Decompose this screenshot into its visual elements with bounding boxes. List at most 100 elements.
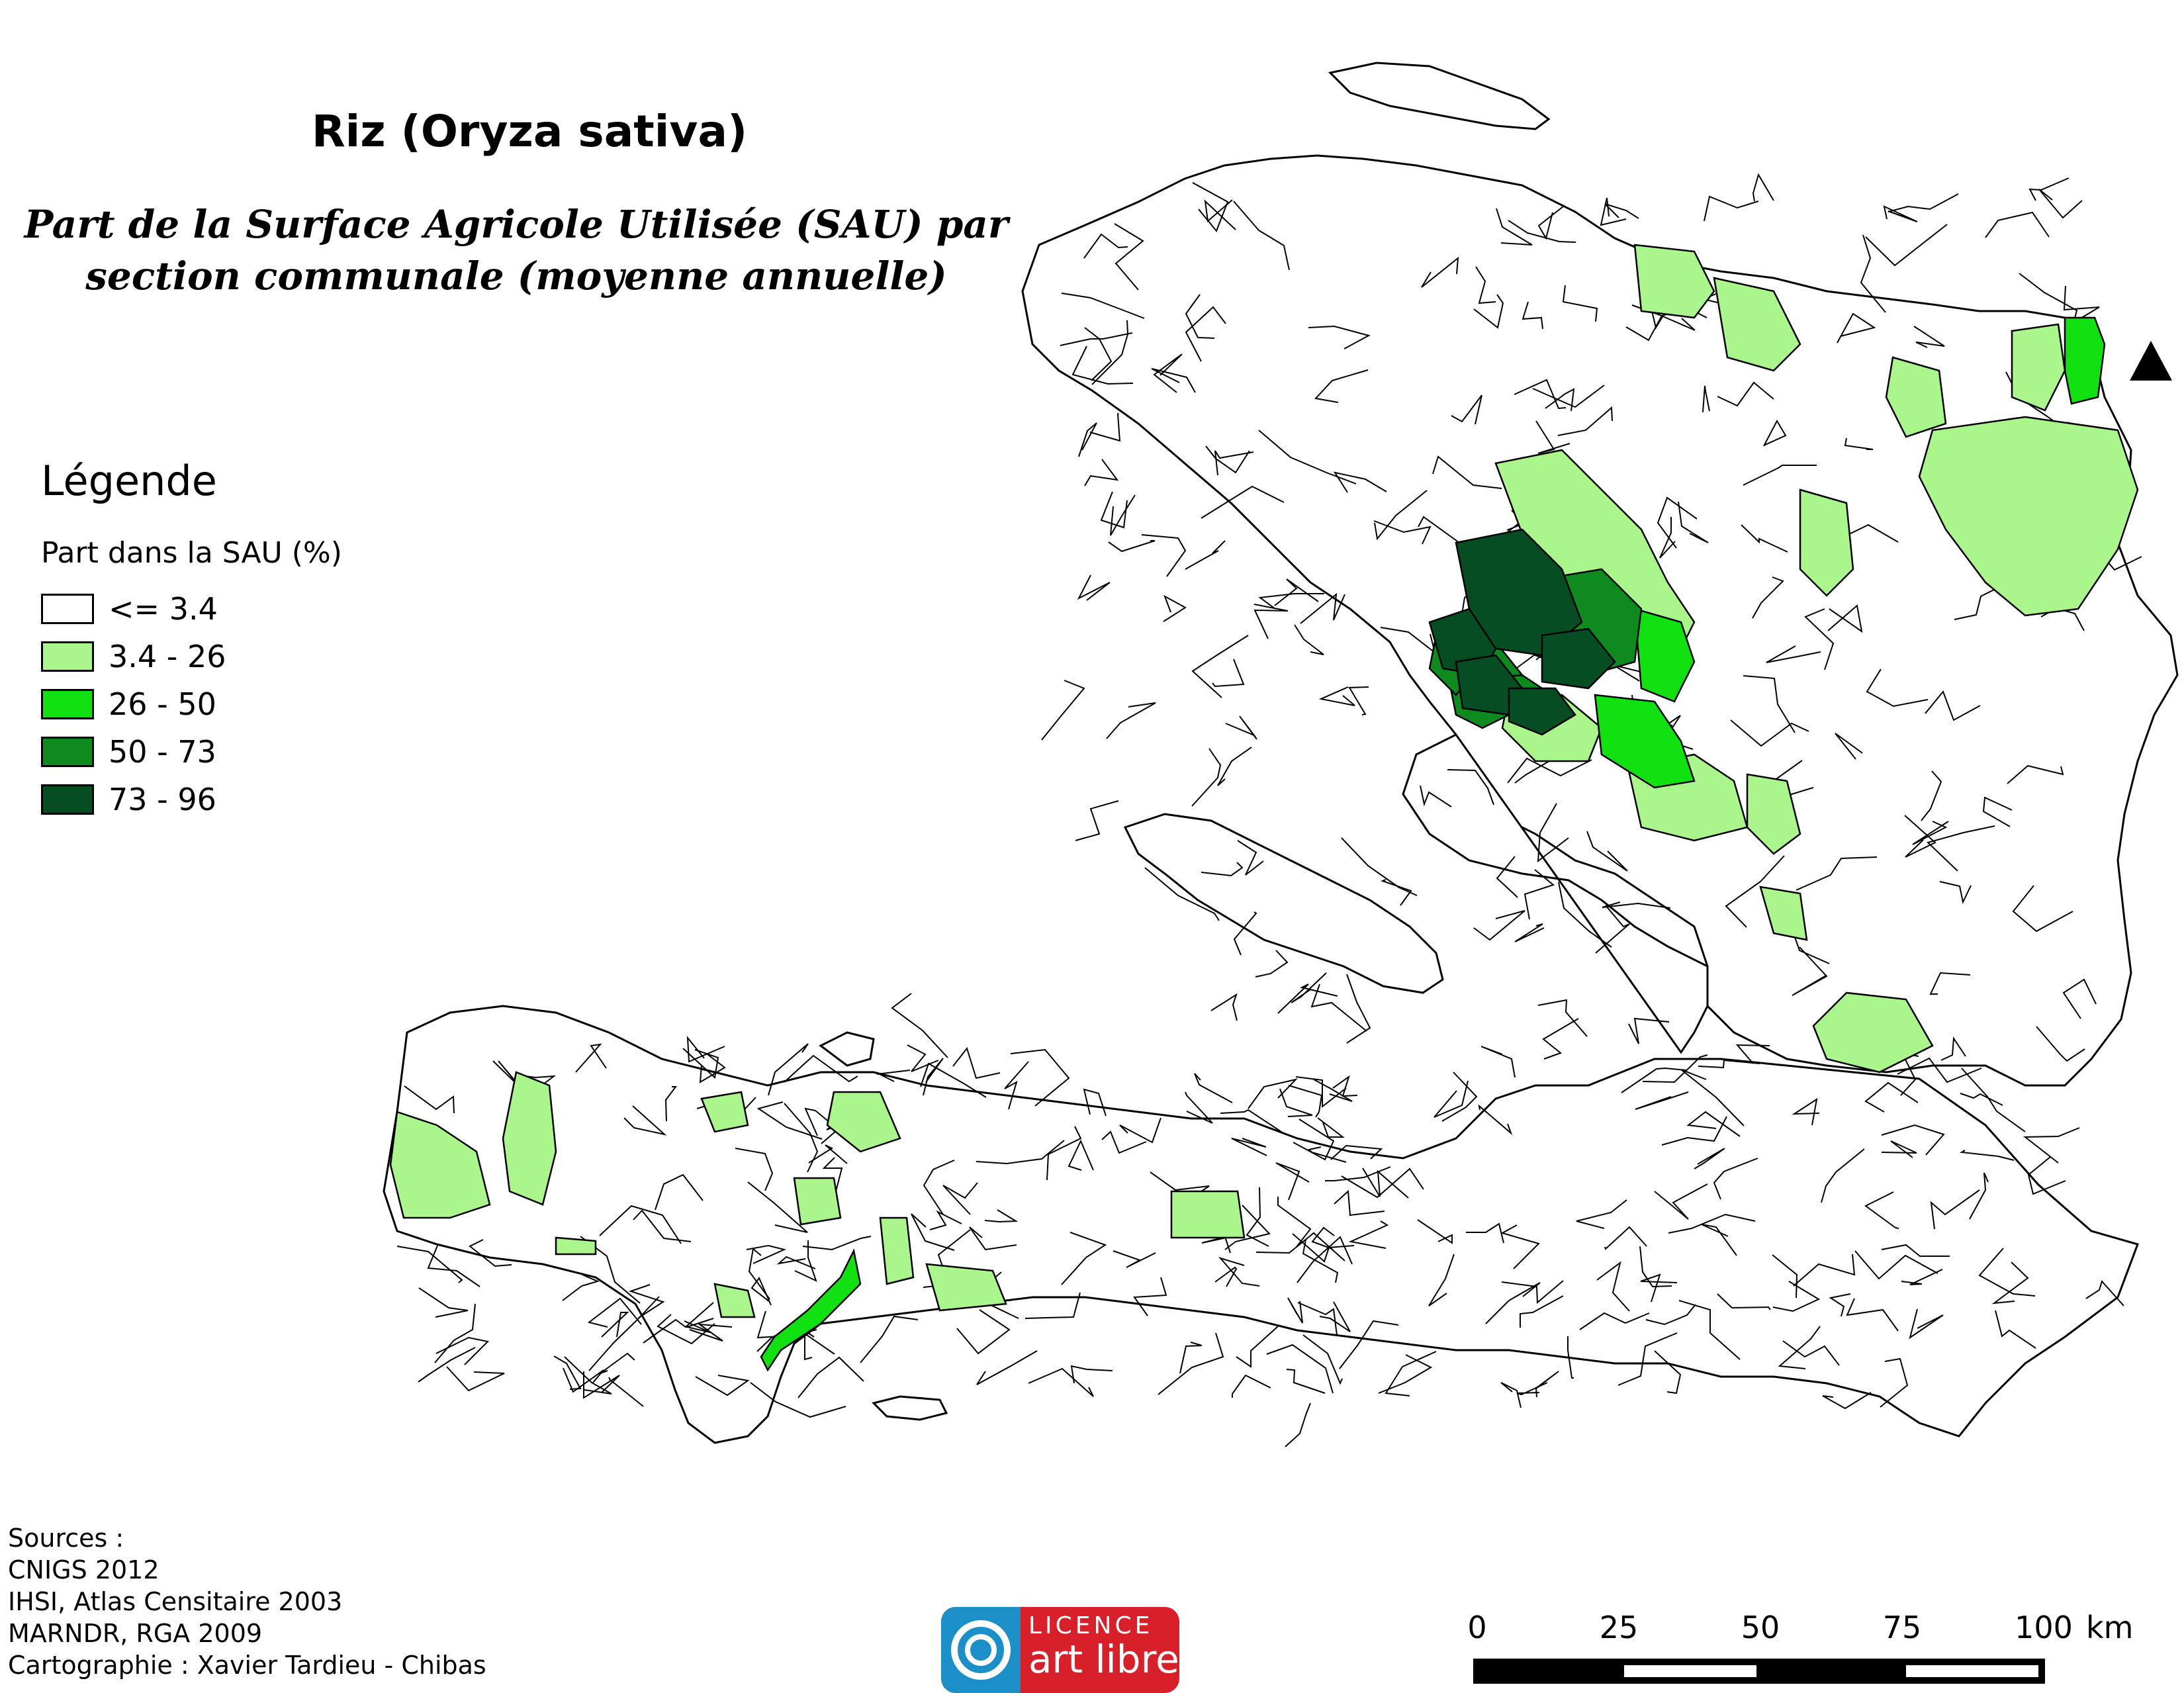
scale-tick-label: 25 (1599, 1610, 1639, 1645)
legend-label: 73 - 96 (109, 782, 216, 817)
section-boundary-line (682, 1048, 719, 1079)
section-boundary-line (751, 1277, 772, 1306)
section-boundary-line (1864, 1191, 1899, 1229)
section-boundary-line (563, 1367, 604, 1393)
section-boundary-line (1686, 1111, 1741, 1137)
section-boundary-line (1091, 320, 1129, 385)
section-boundary-line (976, 1140, 1065, 1165)
section-boundary-line (1191, 635, 1249, 698)
section-boundary-line (1654, 1350, 1682, 1395)
section-boundary-line (1285, 1402, 1311, 1447)
section-northeast-c (2064, 316, 2106, 405)
section-boundary-line (1730, 719, 1809, 747)
section-boundary-line (1417, 1219, 1453, 1244)
section-north-c (1885, 356, 1947, 438)
section-boundary-line (587, 1297, 642, 1328)
legend-label: 3.4 - 26 (109, 639, 226, 674)
section-boundary-line (575, 1043, 607, 1073)
section-boundary-line (469, 1239, 512, 1267)
section-boundary-line (1346, 974, 1371, 1044)
section-boundary-line (1330, 1144, 1383, 1160)
section-boundary-line (1378, 1354, 1433, 1394)
section-boundary-line (1292, 1233, 1355, 1263)
section-boundary-line (1888, 193, 1959, 212)
section-boundary-line (929, 1210, 962, 1230)
section-boundary-line (746, 1244, 787, 1264)
section-boundary-line (1602, 901, 1671, 909)
section-boundary-line (1348, 1220, 1389, 1249)
section-boundary-line (1778, 1326, 1821, 1369)
section-boundary-line (1231, 1138, 1267, 1156)
section-boundaries (396, 173, 2142, 1447)
section-boundary-line (1507, 757, 1592, 784)
section-boundary-line (1501, 1280, 1564, 1304)
section-boundary-line (942, 1182, 978, 1215)
section-boundary-line (1639, 1246, 1672, 1288)
section-boundary-line (1075, 800, 1119, 841)
section-boundary-line (492, 1060, 523, 1091)
map-subtitle-line-2: section communale (moyenne annuelle) (85, 253, 947, 298)
section-boundary-line (804, 1332, 835, 1361)
section-boundary-line (2062, 978, 2097, 1019)
section-artibonite-d (1746, 773, 1801, 855)
section-boundary-line (1308, 1146, 1347, 1163)
section-boundary-line (1562, 285, 1598, 322)
scale-tick-label: 0 (1467, 1610, 1487, 1645)
legend-item-class-4: 50 - 73 (41, 734, 216, 770)
section-boundary-line (1288, 1085, 1323, 1118)
section-boundary-line (1865, 224, 1948, 267)
licence-top-text: LICENCE (1028, 1612, 1154, 1639)
section-boundary-line (1277, 1197, 1312, 1248)
section-boundary-line (1194, 1073, 1233, 1103)
section-boundary-line (984, 1209, 1019, 1223)
section-boundary-line (1100, 491, 1128, 529)
section-boundary-line (1704, 195, 1759, 222)
section-boundary-line (1266, 1344, 1334, 1394)
section-boundary-line (784, 1103, 819, 1173)
section-boundary-line (1717, 1293, 1771, 1310)
section-boundary-line (1881, 1244, 1950, 1257)
section-boundary-line (1319, 1301, 1351, 1332)
section-boundary-line (1600, 197, 1627, 226)
section-boundary-line (1969, 1172, 1989, 1220)
section-boundary-line (1225, 715, 1257, 740)
section-boundary-line (1522, 301, 1543, 330)
section-boundary-line (1291, 972, 1327, 1003)
section-boundary-line (1596, 1261, 1630, 1312)
section-boundary-line (1210, 993, 1238, 1021)
section-boundary-line (1678, 501, 1709, 543)
section-boundary-line (435, 1336, 490, 1365)
section-boundary-line (1535, 1371, 1559, 1398)
section-boundary-line (1621, 1067, 1687, 1093)
section-boundary-line (1978, 1248, 2036, 1297)
scale-tick-label: 75 (1882, 1610, 1922, 1645)
section-boundary-line (1883, 205, 1918, 222)
section-boundary-line (1782, 1340, 1840, 1366)
north-arrow-icon (2130, 341, 2172, 381)
section-boundary-line (1385, 1351, 1437, 1396)
section-boundary-line (1248, 1078, 1298, 1109)
section-boundary-line (1520, 1295, 1564, 1328)
licence-art-libre-badge[interactable]: LICENCE art libre (941, 1607, 1179, 1693)
section-boundary-line (1586, 831, 1628, 872)
section-boundary-line (1694, 1148, 1725, 1169)
section-boundary-line (1743, 675, 1796, 733)
section-boundary-line (1827, 604, 1863, 633)
licence-logo-icon (941, 1607, 1021, 1693)
section-boundary-line (1185, 540, 1226, 570)
section-boundary-line (1537, 206, 1564, 240)
section-boundary-line (1232, 1374, 1271, 1398)
section-boundary-line (2023, 1127, 2080, 1164)
licence-bottom-text: art libre (1028, 1637, 1179, 1682)
section-boundary-line (695, 1375, 750, 1396)
section-boundary-line (1604, 203, 1639, 219)
section-boundary-line (583, 1371, 620, 1399)
section-boundary-line (1233, 201, 1290, 271)
section-boundary-line (1083, 233, 1128, 259)
section-boundary-line (1725, 855, 1785, 928)
section-boundary-line (1373, 520, 1432, 545)
section-boundary-line (1829, 1293, 1851, 1317)
section-boundary-line (600, 1352, 635, 1374)
section-boundary-line (1089, 412, 1121, 442)
section-boundary-line (1432, 455, 1502, 489)
